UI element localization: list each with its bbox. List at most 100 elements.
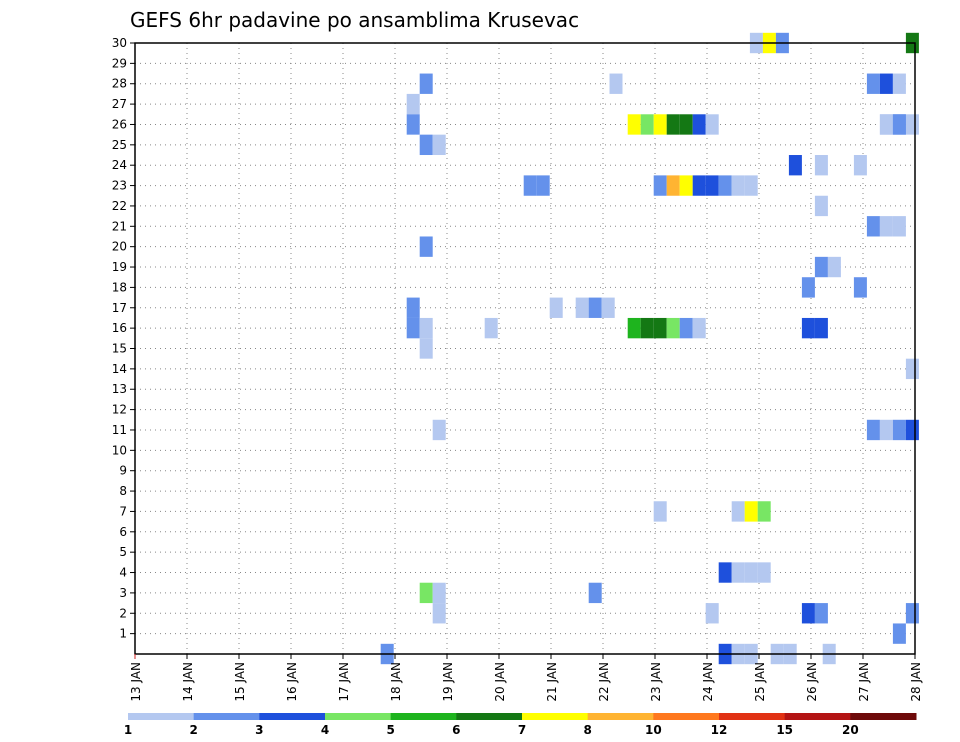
y-tick-label: 5 xyxy=(119,545,127,559)
y-tick-label: 3 xyxy=(119,586,127,600)
y-tick-label: 23 xyxy=(112,179,127,193)
heatmap-cell xyxy=(419,73,433,94)
colorbar-segment xyxy=(522,713,589,720)
heatmap-cell xyxy=(692,114,706,135)
heatmap-cell xyxy=(892,216,906,237)
x-axis: 13 JAN 14 JAN 15 JAN 16 JAN 17 JAN 18 JAN 19 J… xyxy=(129,654,923,702)
x-tick-label: 17 JAN xyxy=(337,662,351,702)
colorbar-label: 1 xyxy=(124,723,132,737)
heatmap-cell xyxy=(866,419,880,441)
heatmap-cell xyxy=(814,195,828,217)
colorbar-segment xyxy=(587,713,654,720)
heatmap-cell xyxy=(814,155,828,176)
y-tick-label: 29 xyxy=(112,56,127,70)
heatmap-cell xyxy=(432,134,446,156)
y-tick-label: 18 xyxy=(112,280,127,294)
colorbar-label: 20 xyxy=(842,723,859,737)
x-tick-label: 15 JAN xyxy=(233,662,247,702)
heatmap-cell xyxy=(679,317,693,339)
heatmap-cell xyxy=(406,297,420,318)
heatmap-cell xyxy=(432,582,446,604)
y-tick-label: 8 xyxy=(119,484,127,498)
y-tick-label: 19 xyxy=(112,260,127,274)
heatmap-cell xyxy=(432,419,446,441)
heatmap-cell xyxy=(653,501,667,522)
heatmap-cell xyxy=(879,216,893,237)
colorbar-label: 8 xyxy=(583,723,591,737)
heatmap-cell xyxy=(853,277,867,298)
heatmap-cell xyxy=(640,317,654,339)
heatmap-cell xyxy=(879,114,893,135)
heatmap-cell xyxy=(601,297,615,318)
heatmap-cell xyxy=(905,419,919,441)
heatmap-cell xyxy=(905,603,919,624)
colorbar-segment xyxy=(193,713,260,720)
heatmap-cell xyxy=(814,603,828,624)
y-tick-label: 26 xyxy=(112,117,127,131)
y-tick-label: 2 xyxy=(119,606,127,620)
y-tick-label: 4 xyxy=(119,566,127,580)
x-tick-label: 21 JAN xyxy=(545,662,559,702)
heatmap-cells xyxy=(380,32,919,665)
x-tick-label: 13 JAN xyxy=(129,662,143,702)
heatmap-cell xyxy=(432,603,446,624)
heatmap-cell xyxy=(406,114,420,135)
y-tick-label: 15 xyxy=(112,342,127,356)
heatmap-cell xyxy=(653,175,667,196)
heatmap-cell xyxy=(705,114,719,135)
heatmap-cell xyxy=(666,317,680,339)
heatmap-cell xyxy=(705,603,719,624)
heatmap-cell xyxy=(892,73,906,94)
colorbar-segment xyxy=(325,713,392,720)
colorbar-label: 5 xyxy=(386,723,394,737)
heatmap-cell xyxy=(905,114,919,135)
heatmap-cell xyxy=(609,73,623,94)
heatmap-cell xyxy=(575,297,589,318)
heatmap-cell xyxy=(419,134,433,156)
colorbar-label: 2 xyxy=(189,723,197,737)
colorbar-segment xyxy=(850,713,917,720)
grid xyxy=(135,42,915,654)
heatmap-cell xyxy=(892,114,906,135)
heatmap-cell xyxy=(406,93,420,115)
heatmap-cell xyxy=(419,338,433,359)
y-tick-label: 25 xyxy=(112,138,127,152)
colorbar-segment xyxy=(719,713,786,720)
colorbar-label: 4 xyxy=(321,723,329,737)
x-tick-label: 14 JAN xyxy=(181,662,195,702)
colorbar-label: 15 xyxy=(776,723,793,737)
heatmap-cell xyxy=(905,358,919,380)
heatmap-cell xyxy=(588,297,602,318)
heatmap-cell xyxy=(879,419,893,441)
heatmap-cell xyxy=(666,114,680,135)
colorbar-label: 10 xyxy=(645,723,662,737)
heatmap-cell xyxy=(679,114,693,135)
y-tick-label: 1 xyxy=(119,627,127,641)
colorbar-label: 12 xyxy=(711,723,728,737)
heatmap-cell xyxy=(744,562,758,583)
y-tick-label: 6 xyxy=(119,525,127,539)
heatmap-cell xyxy=(523,175,537,196)
heatmap-cell xyxy=(653,114,667,135)
heatmap-cell xyxy=(757,562,771,583)
x-tick-label: 26 JAN xyxy=(805,662,819,702)
heatmap-cell xyxy=(731,175,745,196)
colorbar-segment xyxy=(653,713,720,720)
heatmap-cell xyxy=(627,114,641,135)
heatmap-cell xyxy=(731,501,745,522)
heatmap-cell xyxy=(801,277,815,298)
colorbar-segment xyxy=(390,713,457,720)
colorbar-segment xyxy=(456,713,523,720)
heatmap-cell xyxy=(640,114,654,135)
y-tick-label: 24 xyxy=(112,158,127,172)
y-tick-label: 27 xyxy=(112,97,127,111)
heatmap-cell xyxy=(627,317,641,339)
y-tick-label: 30 xyxy=(112,36,127,50)
colorbar-label: 3 xyxy=(255,723,263,737)
y-tick-label: 21 xyxy=(112,219,127,233)
heatmap-cell xyxy=(406,317,420,339)
heatmap-cell xyxy=(419,236,433,257)
y-tick-label: 16 xyxy=(112,321,127,335)
heatmap-cell xyxy=(692,317,706,339)
